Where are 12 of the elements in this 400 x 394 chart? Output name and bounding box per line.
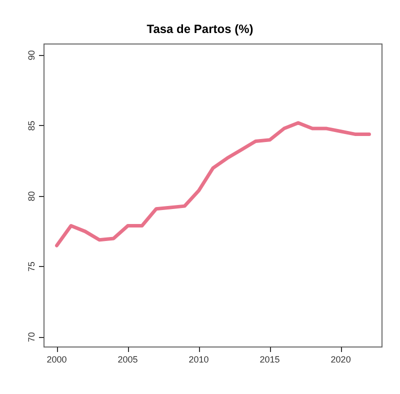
chart-title: Tasa de Partos (%) bbox=[146, 22, 254, 36]
line-series bbox=[55, 121, 371, 248]
x-tick-label: 2010 bbox=[188, 354, 209, 364]
x-tick-label: 2015 bbox=[260, 354, 280, 364]
y-tick-label: 70 bbox=[26, 332, 36, 342]
x-tick-label: 2020 bbox=[330, 354, 351, 364]
x-tick-label: 2000 bbox=[46, 354, 67, 364]
y-tick-label: 85 bbox=[26, 120, 36, 131]
y-tick-label: 75 bbox=[26, 262, 36, 272]
y-tick-label: 80 bbox=[26, 191, 36, 202]
y-tick-label: 90 bbox=[26, 50, 36, 60]
x-tick-label: 2005 bbox=[118, 354, 138, 364]
